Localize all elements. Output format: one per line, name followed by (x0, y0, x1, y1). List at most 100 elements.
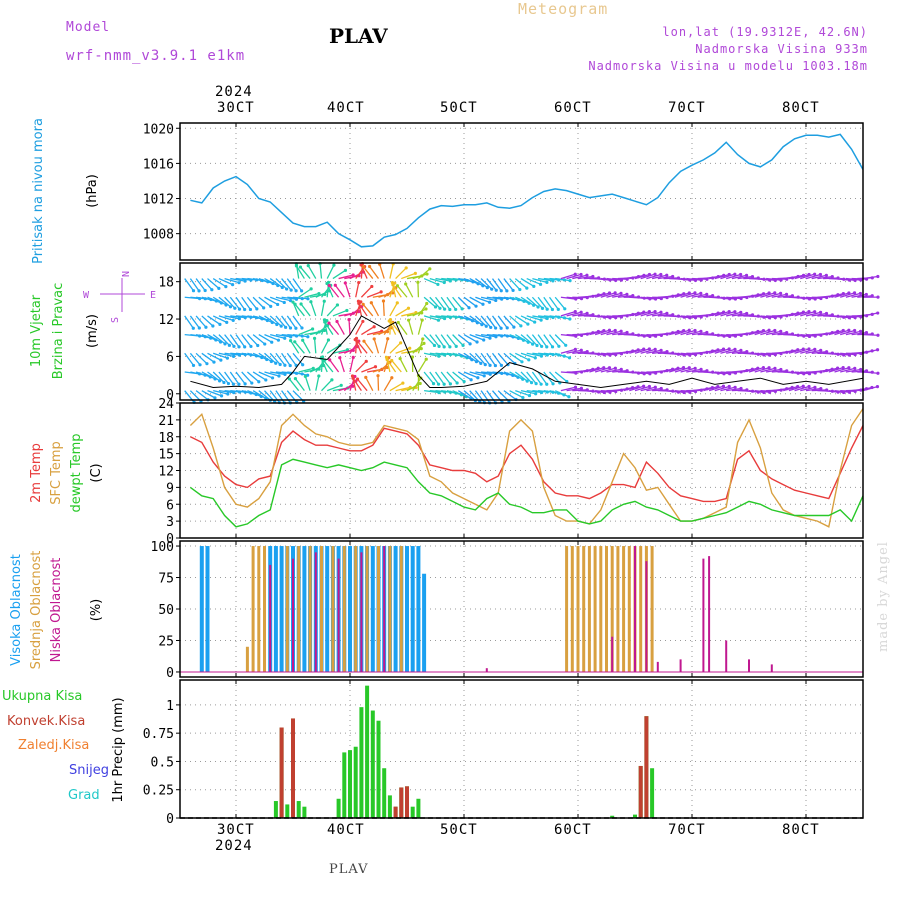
wind-barb-head (853, 366, 857, 370)
wind-barb-head (361, 319, 365, 324)
wind-barb (224, 277, 240, 284)
wind-barb (509, 278, 521, 290)
wind-barb-head (813, 272, 817, 276)
wind-barb-head (396, 320, 400, 325)
wind-barb (457, 371, 472, 381)
cloud-bar-2 (679, 659, 682, 672)
wind-barb-head (665, 350, 669, 354)
wind-barb (258, 315, 273, 324)
wind-barb-head (520, 360, 524, 364)
y-tick-label: 9 (166, 481, 174, 496)
cloud-bar-1 (610, 546, 614, 672)
wind-barb (514, 334, 529, 343)
wind-barb-head (237, 382, 241, 386)
wind-barb (509, 371, 524, 380)
wind-barb-head (733, 347, 737, 351)
wind-barb-head (211, 324, 215, 328)
wind-barb (515, 352, 530, 361)
y-tick-label: 24 (158, 397, 174, 412)
wind-barb-head (442, 345, 446, 349)
wind-barb-head (408, 346, 412, 350)
wind-barb (503, 390, 517, 401)
wind-barb (589, 367, 604, 373)
wind-barb (423, 371, 435, 385)
wind-barb (520, 371, 533, 384)
wind-barb (800, 386, 816, 392)
wind-unit-label: (m/s) (85, 314, 100, 348)
wind-barb (509, 315, 522, 327)
wind-barb (583, 367, 599, 373)
wind-barb-head (876, 274, 880, 279)
wind-barb-head (325, 281, 329, 286)
y-tick-label: 75 (158, 572, 174, 587)
wind-barb (754, 367, 770, 373)
wind-barb (469, 371, 485, 377)
wind-barb (862, 385, 878, 392)
wind-barb-head (410, 355, 415, 359)
wind-barb (304, 292, 320, 298)
wind-barb (514, 371, 528, 382)
cloud-bar-0 (348, 546, 352, 672)
wind-barb (446, 371, 458, 384)
wind-barb-head (705, 330, 709, 335)
cloud-bar-2 (748, 659, 750, 672)
wind-barb (674, 367, 690, 373)
wind-barb (434, 371, 445, 385)
wind-barb (743, 330, 759, 336)
wind-barb-head (573, 385, 578, 389)
precip-bar-1 (393, 806, 398, 818)
wind-barb-head (191, 289, 196, 293)
wind-barb-head (443, 307, 447, 311)
wind-barb (246, 371, 260, 383)
wind-barb-head (744, 273, 749, 277)
wind-barb (669, 329, 684, 336)
wind-axis-label: Brzina i Pravac (51, 283, 66, 380)
wind-barb-head (681, 366, 686, 370)
wind-barb (794, 333, 810, 338)
cloud-bar-0 (325, 546, 330, 672)
wind-barb-head (485, 286, 489, 290)
y-tick-label: 0 (166, 812, 174, 827)
top-year-label: 2024 (215, 84, 253, 100)
wind-barb-head (369, 301, 373, 305)
wind-barb-head (401, 381, 405, 385)
wind-barb (583, 330, 599, 336)
cloud-bar-2 (656, 661, 659, 672)
precip-bar-0 (370, 710, 375, 818)
wind-barb-head (733, 385, 737, 389)
wind-barb-head (288, 326, 293, 330)
wind-barb (355, 360, 367, 373)
wind-barb-head (876, 295, 880, 299)
wind-barb (218, 334, 230, 346)
wind-barb (794, 310, 810, 317)
wind-barb (555, 277, 571, 282)
wind-barb-head (262, 306, 266, 310)
wind-barb-head (727, 384, 731, 389)
wind-barb (326, 384, 342, 392)
wind-barb (674, 315, 690, 319)
wind-barb (229, 371, 240, 385)
y-tick-label: 1 (166, 699, 174, 714)
wind-barb-head (300, 289, 304, 293)
bottom-time-label: 30CT (217, 822, 255, 838)
wind-barb-head (283, 363, 287, 367)
wind-barb (224, 334, 235, 347)
wind-barb (463, 277, 479, 285)
wind-barb-head (550, 345, 555, 349)
wind-barb (480, 390, 491, 404)
wind-barb (640, 296, 656, 300)
wind-barb (201, 334, 217, 341)
precip-legend-item: Konvek.Kisa (7, 714, 85, 729)
wind-barb (397, 322, 408, 335)
wind-barb (840, 329, 855, 336)
wind-barb-head (568, 317, 572, 321)
wind-barb-head (425, 301, 429, 306)
temp-line-2 (189, 458, 864, 528)
wind-barb-head (317, 374, 321, 378)
wind-barb (361, 326, 375, 336)
wind-barb (264, 352, 277, 364)
wind-barb-head (269, 304, 273, 308)
wind-barb (195, 390, 209, 401)
wind-barb-head (767, 366, 771, 370)
